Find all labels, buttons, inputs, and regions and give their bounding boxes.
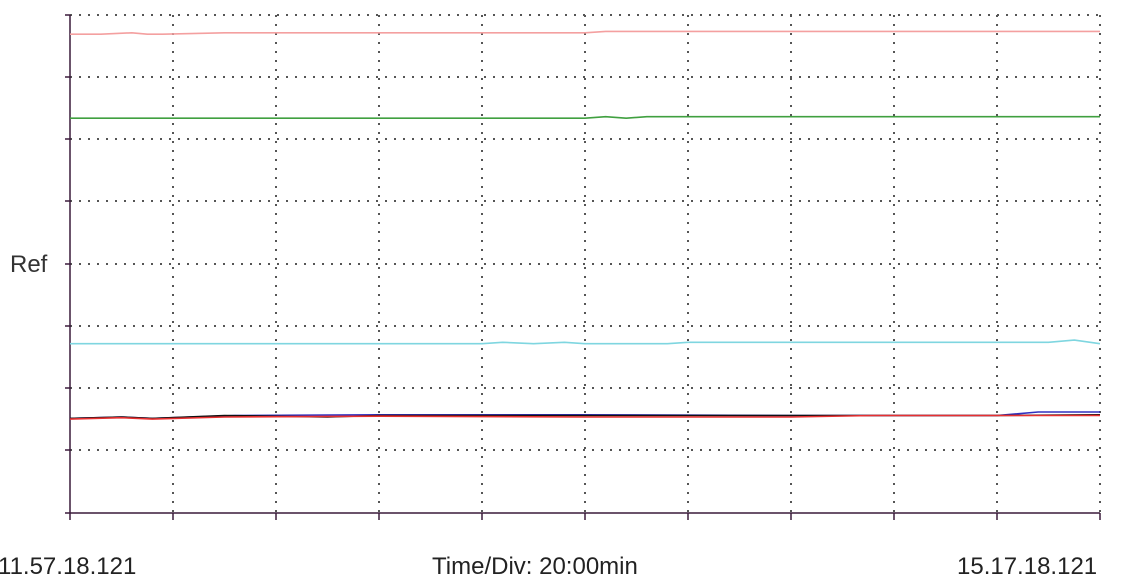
- series-lines: [69, 30, 1101, 420]
- y-axis-label: Ref: [10, 251, 48, 278]
- time-per-div-label: Time/Div: 20:00min: [432, 553, 638, 580]
- series-line-6: [69, 414, 1100, 420]
- grid: [70, 14, 1101, 513]
- x-end-label: 15.17.18.121: [957, 553, 1098, 580]
- axes: [65, 14, 1101, 520]
- x-start-label: 11.57.18.121: [0, 553, 137, 580]
- chart: [65, 14, 1101, 520]
- series-line-1: [70, 30, 1100, 36]
- series-line-3: [70, 339, 1101, 345]
- series-line-2: [70, 115, 1100, 119]
